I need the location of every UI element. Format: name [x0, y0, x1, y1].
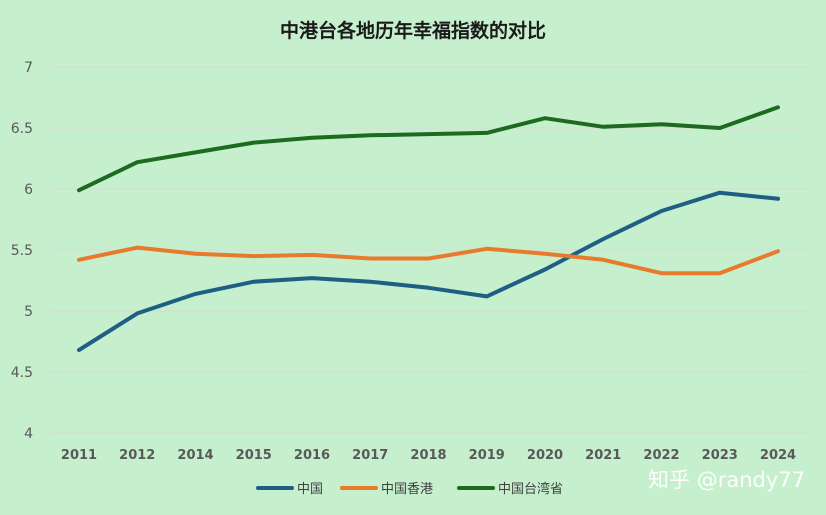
legend-label: 中国香港 [381, 482, 433, 497]
x-tick-label: 2016 [294, 448, 330, 463]
x-tick-label: 2014 [177, 448, 213, 463]
y-tick-label: 4.5 [11, 365, 33, 381]
x-tick-label: 2020 [527, 448, 563, 463]
x-axis-ticks: 2011 2012 2014 2015 2016 2017 2018 2019 2020 2021… [61, 448, 796, 463]
x-tick-label: 2024 [760, 448, 796, 463]
y-tick-label: 6 [24, 182, 33, 198]
y-axis-ticks: 4 4.5 5 5.5 6 6.5 7 [11, 60, 33, 442]
x-tick-label: 2015 [236, 448, 272, 463]
series-line-2 [77, 105, 780, 193]
series-line-1 [77, 245, 780, 276]
y-tick-label: 7 [24, 60, 33, 76]
legend-label: 中国 [297, 482, 323, 497]
legend-label: 中国台湾省 [498, 481, 563, 497]
y-tick-label: 5.5 [11, 243, 33, 259]
x-tick-label: 2023 [702, 448, 738, 463]
y-tick-label: 5 [24, 304, 33, 320]
series-line-0 [77, 190, 780, 352]
watermark-text: 知乎 @randy77 [648, 468, 805, 492]
x-tick-label: 2021 [585, 448, 621, 463]
x-tick-label: 2012 [119, 448, 155, 463]
y-tick-label: 6.5 [11, 121, 33, 137]
x-tick-label: 2022 [643, 448, 679, 463]
x-tick-label: 2011 [61, 448, 97, 463]
x-tick-label: 2017 [352, 448, 388, 463]
x-tick-label: 2019 [469, 448, 505, 463]
y-tick-label: 4 [24, 426, 33, 442]
series-lines [77, 105, 780, 352]
x-tick-label: 2018 [410, 448, 446, 463]
legend: 中国 中国香港 中国台湾省 [256, 481, 563, 497]
chart-title: 中港台各地历年幸福指数的对比 [280, 19, 546, 42]
